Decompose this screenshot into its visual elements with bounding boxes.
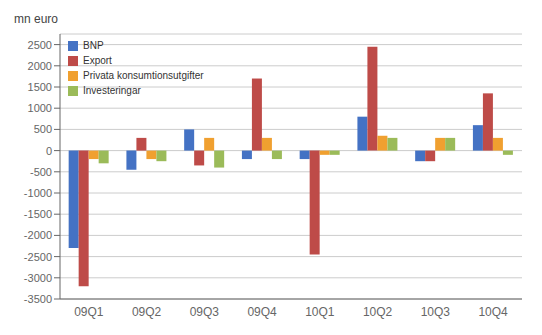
- svg-text:10Q2: 10Q2: [363, 305, 393, 319]
- svg-text:500: 500: [34, 123, 52, 135]
- svg-text:-2500: -2500: [24, 251, 52, 263]
- svg-text:09Q4: 09Q4: [247, 305, 277, 319]
- svg-text:-3000: -3000: [24, 272, 52, 284]
- svg-text:10Q3: 10Q3: [421, 305, 451, 319]
- svg-text:1500: 1500: [28, 81, 52, 93]
- html-text:mn euro: mn euro: [14, 12, 58, 26]
- svg-text:1000: 1000: [28, 102, 52, 114]
- html-text:Export: Export: [83, 55, 112, 66]
- svg-text:0: 0: [46, 145, 52, 157]
- svg-text:09Q1: 09Q1: [74, 305, 104, 319]
- svg-text:09Q3: 09Q3: [190, 305, 220, 319]
- svg-text:10Q4: 10Q4: [478, 305, 508, 319]
- html-text:BNP: BNP: [83, 40, 104, 51]
- svg-text:2500: 2500: [28, 39, 52, 51]
- svg-text:-2000: -2000: [24, 229, 52, 241]
- svg-text:-3500: -3500: [24, 293, 52, 305]
- svg-text:-1000: -1000: [24, 187, 52, 199]
- svg-text:10Q1: 10Q1: [305, 305, 335, 319]
- html-text:Investeringar: Investeringar: [83, 85, 141, 96]
- svg-text:09Q2: 09Q2: [132, 305, 162, 319]
- html-text:Privata konsumtionsutgifter: Privata konsumtionsutgifter: [83, 70, 204, 81]
- svg-text:-500: -500: [30, 166, 52, 178]
- svg-text:2000: 2000: [28, 60, 52, 72]
- svg-text:-1500: -1500: [24, 208, 52, 220]
